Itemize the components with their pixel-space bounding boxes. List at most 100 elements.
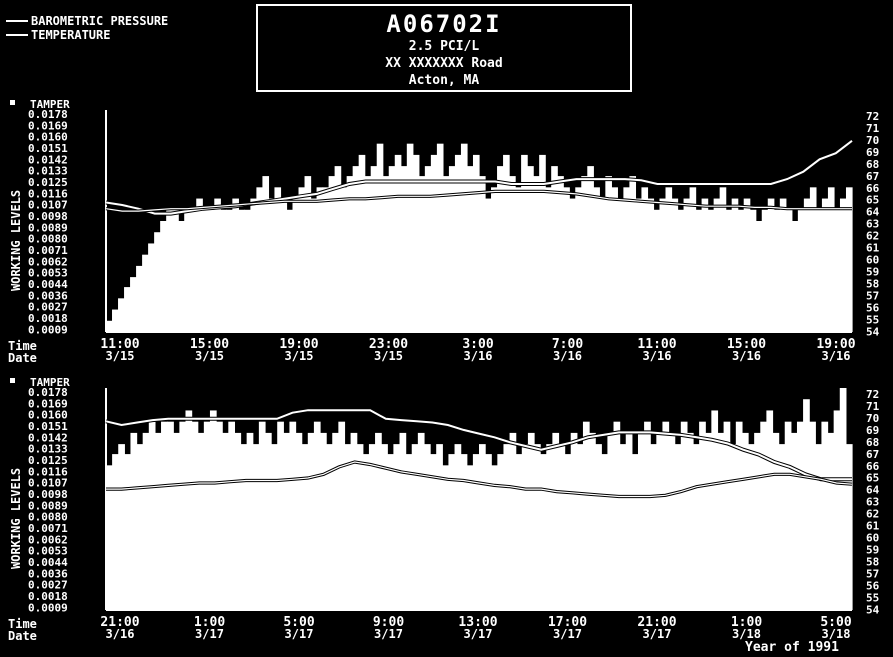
working-level-bar bbox=[497, 166, 504, 332]
working-level-bar bbox=[699, 421, 706, 610]
working-level-bar bbox=[581, 176, 588, 332]
working-level-bar bbox=[772, 432, 780, 610]
working-level-bar bbox=[821, 198, 829, 332]
right-tick-label: 64 bbox=[866, 206, 880, 219]
header-box: A06702I 2.5 PCI/L XX XXXXXXX Road Acton,… bbox=[256, 4, 632, 92]
working-level-bar bbox=[650, 444, 657, 610]
x-tick-date: 3/17 bbox=[374, 627, 403, 641]
right-tick-label: 55 bbox=[866, 591, 879, 604]
working-level-bar bbox=[503, 154, 510, 332]
working-level-bar bbox=[587, 166, 594, 332]
working-level-bar bbox=[262, 176, 270, 332]
working-level-bar bbox=[466, 465, 474, 610]
working-level-bar bbox=[244, 209, 251, 332]
y-tick-label: 0.0044 bbox=[28, 278, 68, 291]
working-level-bar bbox=[310, 198, 318, 332]
working-level-bar bbox=[599, 198, 606, 332]
x-tick-time: 21:00 bbox=[100, 615, 139, 630]
working-level-bar bbox=[250, 198, 258, 332]
working-level-bar bbox=[671, 198, 679, 332]
working-level-bar bbox=[423, 444, 431, 610]
working-level-bar bbox=[833, 410, 841, 610]
y-tick-label: 0.0160 bbox=[28, 409, 68, 422]
working-level-bar bbox=[731, 198, 739, 332]
working-level-bar bbox=[760, 421, 767, 610]
working-level-bar bbox=[393, 444, 401, 610]
x-tick-date: 3/15 bbox=[195, 349, 224, 363]
working-level-bar bbox=[136, 265, 143, 332]
right-tick-label: 66 bbox=[866, 460, 880, 473]
working-level-bar bbox=[629, 176, 637, 332]
working-level-bar bbox=[743, 198, 751, 332]
working-level-bar bbox=[601, 454, 609, 610]
chart-bottom: TAMPER0.01780.01690.01600.01510.01420.01… bbox=[8, 376, 880, 643]
working-level-bar bbox=[124, 454, 132, 610]
working-level-bar bbox=[178, 221, 185, 332]
working-level-bar bbox=[589, 432, 596, 610]
working-level-bar bbox=[382, 176, 390, 332]
right-tick-label: 60 bbox=[866, 532, 879, 545]
working-level-bar bbox=[442, 176, 450, 332]
working-level-bar bbox=[179, 421, 187, 610]
working-level-bar bbox=[707, 209, 715, 332]
working-level-bar bbox=[202, 209, 209, 332]
working-level-bar bbox=[625, 432, 633, 610]
working-level-bar bbox=[197, 432, 205, 610]
working-level-bar bbox=[436, 444, 443, 610]
working-level-bar bbox=[106, 320, 113, 332]
working-level-bar bbox=[533, 176, 540, 332]
working-level-bar bbox=[320, 432, 327, 610]
working-level-bar bbox=[773, 209, 781, 332]
working-level-bar bbox=[405, 454, 413, 610]
working-level-bar bbox=[653, 209, 661, 332]
y-axis-label: WORKING LEVELS bbox=[9, 190, 23, 291]
y-tick-label: 0.0036 bbox=[28, 567, 68, 580]
x-tick-date: 3/16 bbox=[643, 349, 672, 363]
working-level-bar bbox=[191, 421, 199, 610]
address: XX XXXXXXX Road bbox=[385, 56, 503, 71]
working-level-bar bbox=[607, 432, 615, 610]
right-tick-label: 68 bbox=[866, 158, 879, 171]
working-level-bar bbox=[623, 187, 631, 332]
row-label-time: Time bbox=[8, 617, 37, 631]
working-level-bar bbox=[827, 187, 835, 332]
working-level-bar bbox=[350, 432, 358, 610]
working-level-bar bbox=[665, 187, 673, 332]
working-level-bar bbox=[540, 454, 547, 610]
x-tick-time: 23:00 bbox=[369, 337, 408, 352]
working-level-bar bbox=[695, 209, 703, 332]
working-level-bar bbox=[735, 421, 743, 610]
right-tick-label: 64 bbox=[866, 484, 880, 497]
working-level-bar bbox=[557, 176, 564, 332]
working-level-bar bbox=[142, 254, 149, 332]
legend-label-temperature: TEMPERATURE bbox=[31, 28, 111, 42]
working-level-bar bbox=[214, 198, 221, 332]
working-level-bar bbox=[539, 154, 546, 332]
barometric-pressure-line bbox=[105, 409, 852, 481]
working-level-bar bbox=[334, 166, 342, 332]
y-tick-label: 0.0062 bbox=[28, 533, 68, 546]
working-level-bar bbox=[563, 187, 570, 332]
working-level-bar bbox=[827, 432, 835, 610]
y-tick-label: 0.0044 bbox=[28, 556, 68, 569]
working-level-bar bbox=[790, 432, 798, 610]
working-level-bar bbox=[570, 432, 578, 610]
working-level-bar bbox=[737, 209, 745, 332]
legend-label-pressure: BAROMETRIC PRESSURE bbox=[31, 14, 169, 28]
right-tick-label: 69 bbox=[866, 146, 879, 159]
working-level-bar bbox=[286, 209, 294, 332]
working-level-bar bbox=[304, 176, 312, 332]
working-level-bar bbox=[417, 432, 425, 610]
working-level-bar bbox=[370, 166, 378, 332]
working-level-bar bbox=[240, 444, 248, 610]
working-level-bar bbox=[232, 198, 239, 332]
working-level-bar bbox=[491, 187, 498, 332]
working-level-bar bbox=[582, 421, 590, 610]
working-level-bar bbox=[683, 198, 691, 332]
y-tick-label: 0.0116 bbox=[28, 465, 68, 478]
tamper-label: TAMPER bbox=[30, 376, 70, 389]
working-level-bar bbox=[766, 410, 774, 610]
working-level-bar bbox=[277, 421, 284, 610]
x-tick-time: 3:00 bbox=[462, 337, 493, 352]
right-tick-label: 56 bbox=[866, 301, 880, 314]
